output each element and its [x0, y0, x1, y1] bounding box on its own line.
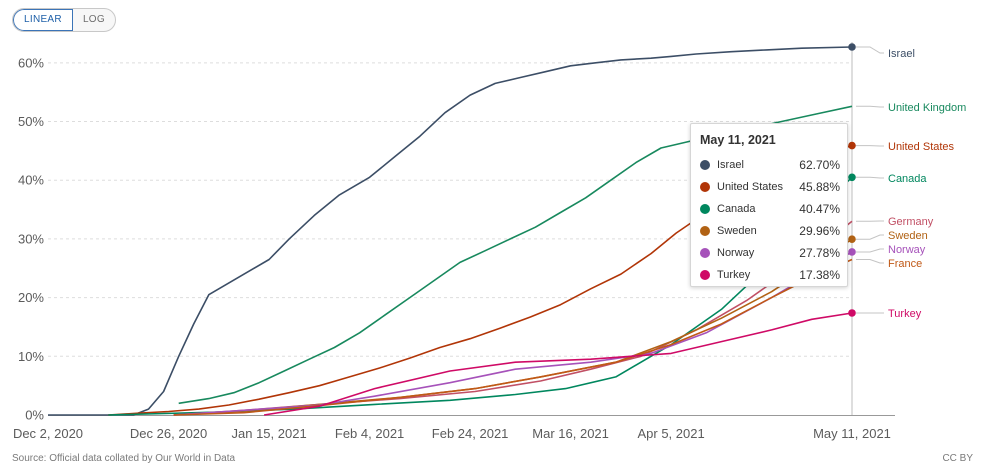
- series-label-leader: [856, 176, 884, 179]
- tooltip-series-value: 27.78%: [799, 246, 840, 260]
- series-label: Norway: [888, 244, 926, 256]
- series-endpoint-marker: [848, 173, 856, 182]
- tooltip-rows: Israel 62.70% United States 45.88% Canada 4…: [691, 154, 847, 286]
- series-line-israel: [48, 46, 853, 416]
- series-label-leader: [856, 105, 884, 108]
- series-label: Israel: [888, 48, 915, 60]
- legend-dot-icon: [700, 204, 710, 214]
- x-tick-label: Feb 24, 2021: [432, 426, 509, 441]
- x-tick-label: Mar 16, 2021: [532, 426, 609, 441]
- tooltip-date: May 11, 2021: [700, 133, 776, 147]
- series-endpoint-marker: [848, 309, 856, 317]
- y-tick-label: 0%: [25, 408, 44, 423]
- series-label: United Kingdom: [888, 102, 966, 114]
- y-tick-label: 30%: [18, 231, 44, 246]
- series-endpoint-marker: [848, 235, 856, 243]
- series-line-france: [173, 258, 853, 416]
- legend-dot-icon: [700, 226, 710, 236]
- series-label: Sweden: [888, 230, 928, 242]
- legend-dot-icon: [700, 270, 710, 280]
- y-tick-label: 40%: [18, 173, 44, 188]
- series-label: Turkey: [888, 308, 922, 320]
- series-endpoint-marker: [848, 141, 856, 150]
- x-tick-label: Dec 2, 2020: [13, 426, 83, 441]
- y-tick-label: 60%: [18, 55, 44, 70]
- x-tick-label: Dec 26, 2020: [130, 426, 207, 441]
- source-note: Source: Official data collated by Our Wo…: [12, 453, 236, 464]
- x-tick-label: Apr 5, 2021: [637, 426, 704, 441]
- license-link[interactable]: CC BY: [942, 453, 973, 464]
- tooltip-series-name: Sweden: [717, 225, 757, 237]
- tooltip-series-value: 29.96%: [799, 224, 840, 238]
- series-label: Canada: [888, 173, 927, 185]
- tooltip-row: Canada 40.47%: [691, 198, 847, 220]
- x-tick-label: Jan 15, 2021: [232, 426, 307, 441]
- x-tick-label: Feb 4, 2021: [335, 426, 404, 441]
- tooltip-series-value: 17.38%: [799, 268, 840, 282]
- legend-dot-icon: [700, 182, 710, 192]
- series-label: France: [888, 258, 922, 270]
- series-label: United States: [888, 141, 955, 153]
- tooltip-series-name: Israel: [717, 159, 744, 171]
- tooltip-series-name: Canada: [717, 203, 756, 215]
- legend-dot-icon: [700, 248, 710, 258]
- tooltip-row: Turkey 17.38%: [691, 264, 847, 286]
- tooltip-row: Norway 27.78%: [691, 242, 847, 264]
- series-label-leader: [856, 259, 884, 264]
- log-scale-button[interactable]: LOG: [82, 14, 105, 25]
- series-endpoint-marker: [848, 248, 856, 256]
- tooltip-row: United States 45.88%: [691, 176, 847, 198]
- tooltip-row: Israel 62.70%: [691, 154, 847, 176]
- tooltip-series-name: United States: [717, 181, 784, 193]
- tooltip-series-name: Norway: [717, 247, 755, 259]
- tooltip-series-name: Turkey: [717, 269, 751, 281]
- scale-toggle: LINEAR LOG: [12, 8, 116, 32]
- series-line-turkey: [263, 312, 853, 416]
- series-label-leader: [856, 234, 884, 240]
- tooltip-series-value: 40.47%: [799, 202, 840, 216]
- series-label: Germany: [888, 216, 934, 228]
- hover-tooltip: May 11, 2021 Israel 62.70% United States 4…: [690, 123, 848, 287]
- x-tick-label: May 11, 2021: [813, 426, 891, 441]
- series-endpoint-marker: [848, 43, 856, 51]
- series-label-leader: [856, 46, 884, 54]
- linear-scale-button[interactable]: LINEAR: [13, 9, 73, 31]
- tooltip-row: Sweden 29.96%: [691, 220, 847, 242]
- y-tick-label: 20%: [18, 290, 44, 305]
- y-tick-label: 10%: [18, 349, 44, 364]
- y-tick-label: 50%: [18, 114, 44, 129]
- tooltip-series-value: 62.70%: [799, 158, 840, 172]
- series-label-leader: [856, 248, 884, 253]
- tooltip-series-value: 45.88%: [799, 180, 840, 194]
- legend-dot-icon: [700, 160, 710, 170]
